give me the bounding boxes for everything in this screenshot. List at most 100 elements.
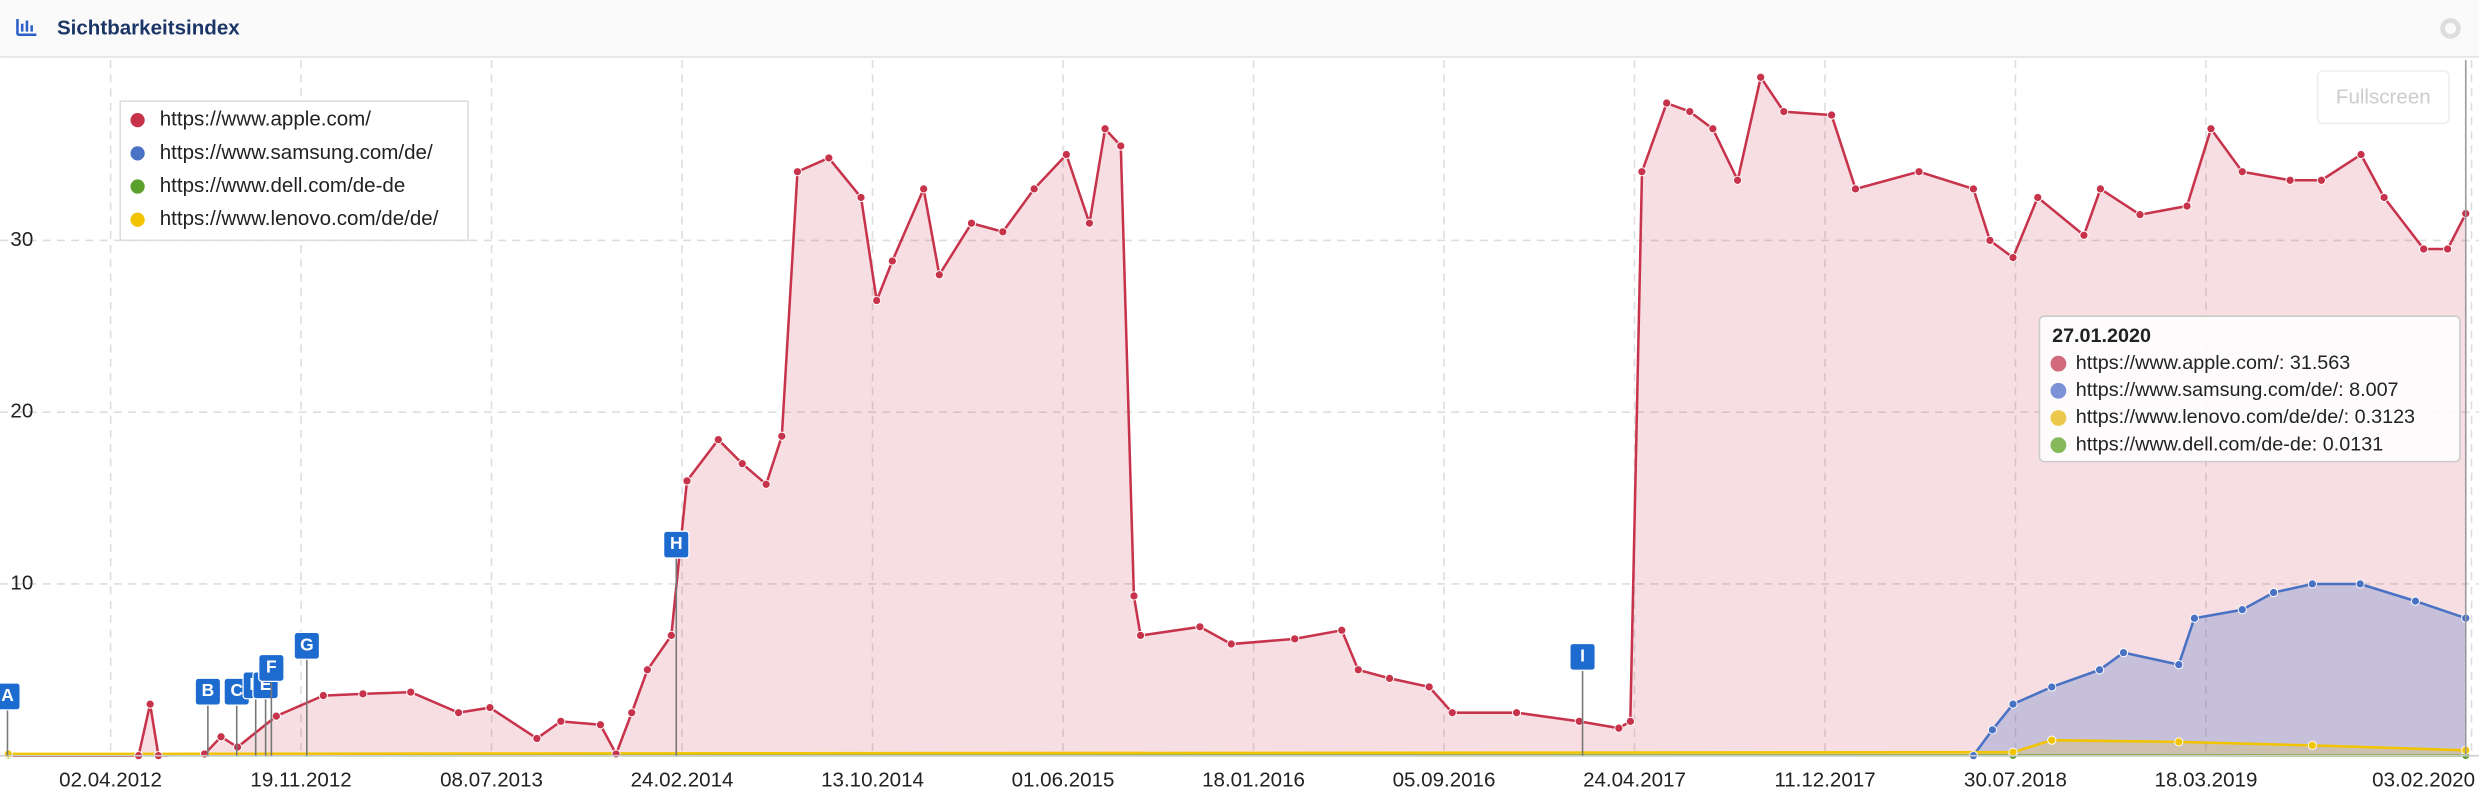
event-flag[interactable]: H xyxy=(662,530,690,756)
data-point xyxy=(2269,587,2279,598)
data-point xyxy=(1337,625,1347,635)
area-fill xyxy=(8,77,2466,756)
data-point xyxy=(2443,244,2453,254)
data-point xyxy=(2206,124,2216,134)
event-flag[interactable]: A xyxy=(0,682,21,756)
data-point xyxy=(1100,124,1110,134)
data-point xyxy=(2307,579,2317,589)
fullscreen-button[interactable]: Fullscreen xyxy=(2316,70,2450,125)
data-point xyxy=(595,720,605,730)
data-point xyxy=(406,687,416,697)
tooltip-row: https://www.apple.com/: 31.563 xyxy=(2076,352,2350,374)
data-point xyxy=(2316,175,2327,185)
tooltip-marker xyxy=(2050,355,2067,372)
header-title: Sichtbarkeitsindex xyxy=(57,17,240,40)
data-point xyxy=(611,749,621,759)
legend-marker xyxy=(130,179,145,194)
flag-label: A xyxy=(1,685,14,705)
x-tick-label: 30.07.2018 xyxy=(1964,768,2067,791)
legend: https://www.apple.com/https://www.samsun… xyxy=(119,100,469,242)
event-flag[interactable]: F xyxy=(258,653,285,756)
data-point xyxy=(2008,253,2018,263)
legend-marker xyxy=(130,146,145,161)
data-point xyxy=(642,665,652,675)
data-point xyxy=(1756,72,1766,82)
x-tick-label: 01.06.2015 xyxy=(1012,768,1115,791)
flag-box xyxy=(293,631,321,660)
series-line xyxy=(8,738,2466,756)
data-point xyxy=(1827,110,1837,120)
data-point xyxy=(1637,167,1647,177)
event-flag[interactable]: B xyxy=(194,677,222,756)
data-point xyxy=(1424,682,1434,692)
data-point xyxy=(2047,735,2057,745)
data-point xyxy=(2410,596,2421,606)
data-point xyxy=(1850,184,1861,194)
button-frame[interactable] xyxy=(2316,70,2450,125)
data-point xyxy=(1135,630,1146,641)
flag-box xyxy=(1569,642,1596,671)
data-point xyxy=(1574,716,1584,726)
data-point xyxy=(2182,201,2192,211)
tooltip-row: https://www.lenovo.com/de/de/: 0.3123 xyxy=(2076,406,2415,428)
data-point xyxy=(1384,673,1395,683)
event-flag[interactable]: I xyxy=(1569,642,1596,756)
data-point xyxy=(1708,124,1718,134)
data-point xyxy=(2419,244,2429,254)
data-point xyxy=(1353,665,1363,675)
data-point xyxy=(1662,98,1672,108)
data-point xyxy=(1061,149,1071,160)
data-point xyxy=(1614,723,1624,733)
data-point xyxy=(271,711,281,721)
data-point xyxy=(777,431,787,441)
data-point xyxy=(1779,107,1789,117)
data-point xyxy=(824,153,834,163)
data-point xyxy=(485,702,495,713)
data-point xyxy=(919,184,929,194)
legend-label: https://www.apple.com/ xyxy=(160,108,372,131)
x-tick-label: 19.11.2012 xyxy=(250,768,351,791)
data-point xyxy=(1968,184,1979,194)
legend-frame xyxy=(119,100,469,242)
data-point xyxy=(713,435,723,445)
legend-label: https://www.samsung.com/de/ xyxy=(160,141,433,164)
data-point xyxy=(1511,708,1522,718)
flag-label: B xyxy=(202,680,215,700)
data-point xyxy=(1195,622,1205,632)
flag-label: E xyxy=(260,674,272,694)
data-point xyxy=(2033,192,2043,203)
data-point xyxy=(556,716,566,726)
data-point xyxy=(2237,605,2247,615)
data-point xyxy=(216,732,226,742)
flag-label: I xyxy=(1580,645,1585,665)
y-tick-label: 20 xyxy=(10,400,33,423)
settings-icon[interactable] xyxy=(2440,18,2461,39)
data-point xyxy=(3,749,13,759)
legend-marker xyxy=(130,113,145,128)
area-fill xyxy=(1973,583,2466,756)
legend-label: https://www.dell.com/de-de xyxy=(160,174,406,197)
x-tick-label: 18.01.2016 xyxy=(1202,768,1305,791)
flag-box xyxy=(258,653,285,683)
button-label[interactable]: Fullscreen xyxy=(2336,85,2431,108)
data-point xyxy=(145,699,155,709)
y-tick-label: 10 xyxy=(10,571,33,594)
data-point xyxy=(627,708,637,718)
data-point xyxy=(1029,184,1039,194)
tooltip-marker xyxy=(2050,437,2067,454)
legend-marker xyxy=(130,212,145,227)
event-flag[interactable]: G xyxy=(293,631,321,756)
flag-label: H xyxy=(670,533,683,553)
x-tick-label: 13.10.2014 xyxy=(821,768,924,791)
data-point xyxy=(2189,613,2200,623)
x-tick-label: 08.07.2013 xyxy=(440,768,543,791)
x-tick-label: 11.12.2017 xyxy=(1774,768,1875,791)
data-point xyxy=(1914,167,1924,177)
data-point xyxy=(1732,175,1743,185)
data-point xyxy=(2095,184,2106,194)
flag-box xyxy=(0,682,21,711)
plot: 10 20 30 02.04.2012 19.11.2012 08.07.2013 24.0… xyxy=(0,60,2479,791)
data-point xyxy=(2135,210,2145,220)
data-point xyxy=(1226,639,1236,649)
